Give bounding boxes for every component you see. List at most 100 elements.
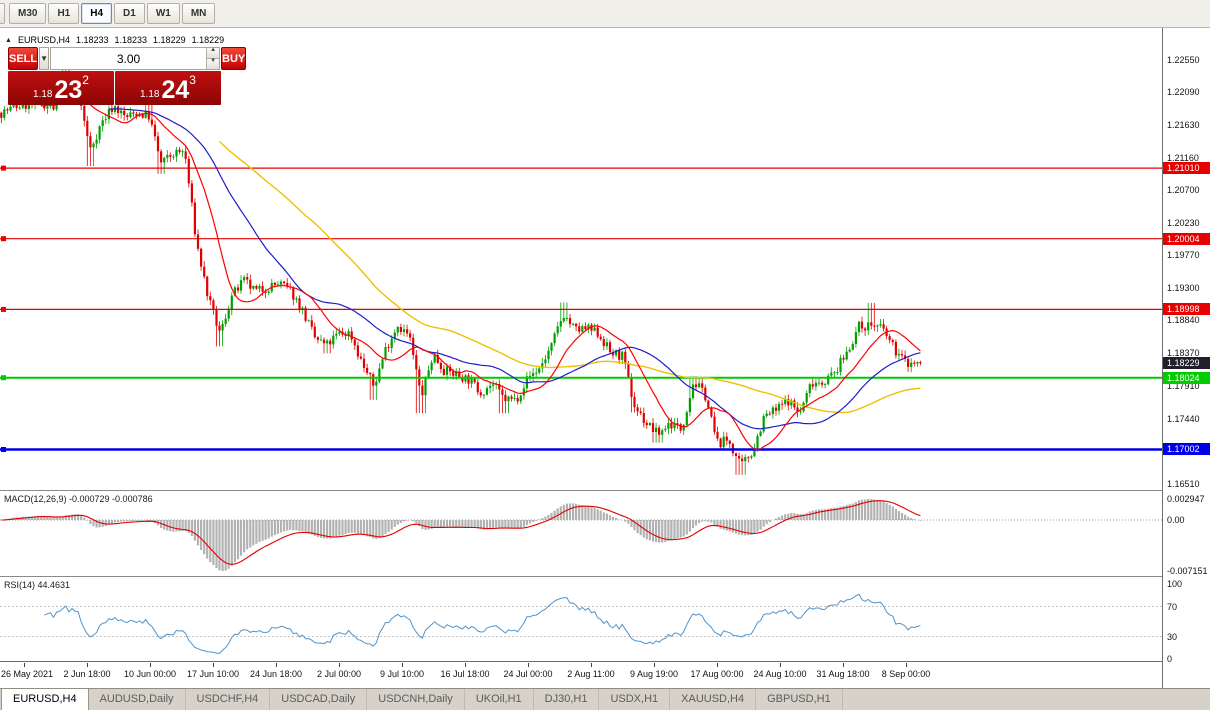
time-axis-tick	[906, 663, 907, 667]
chart-tab-xauusd-h4[interactable]: XAUUSD,H4	[670, 689, 757, 710]
price-axis-label: 1.22550	[1167, 55, 1200, 65]
price-axis[interactable]: 1.22550 1.22090 1.21630 1.21160 1.20700 1.202…	[1162, 28, 1210, 688]
price-axis-label: 1.21630	[1167, 120, 1200, 130]
buy-price-prefix: 1.18	[140, 89, 160, 100]
chart-window: ▲ EURUSD,H4 1.18233 1.18233 1.18229 1.18…	[0, 28, 1210, 688]
time-axis-label: 2 Aug 11:00	[567, 669, 615, 679]
rsi-axis-label: 30	[1167, 632, 1178, 642]
timeframe-button-w1[interactable]: W1	[146, 3, 180, 24]
time-axis-tick	[402, 663, 403, 667]
time-axis[interactable]: 26 May 2021 2 Jun 18:00 10 Jun 00:00 17 Jun…	[0, 663, 1162, 688]
macd-panel[interactable]: MACD(12,26,9) -0.000729 -0.000786	[0, 492, 1162, 577]
candlestick-chart-svg	[0, 60, 1162, 475]
chart-tab-eurusd-h4[interactable]: EURUSD,H4	[1, 689, 89, 710]
chart-tab-gbpusd-h1[interactable]: GBPUSD,H1	[756, 689, 843, 710]
ohlc-low: 1.18229	[153, 35, 186, 45]
price-axis-label: 1.18840	[1167, 315, 1200, 325]
buy-price-button[interactable]: 1.18 24 3	[115, 71, 221, 105]
rsi-chart-svg	[0, 593, 1162, 654]
ohlc-close: 1.18229	[191, 35, 225, 45]
time-axis-tick	[654, 663, 655, 667]
rsi-axis-label: 0	[1167, 654, 1173, 664]
chevron-down-icon: ▼	[40, 53, 49, 63]
time-axis-label: 16 Jul 18:00	[440, 669, 490, 679]
time-axis-label: 24 Jul 00:00	[503, 669, 553, 679]
timeframe-button-h4[interactable]: H4	[81, 3, 113, 24]
time-axis-tick	[339, 663, 340, 667]
time-axis-label: 24 Jun 18:00	[249, 669, 303, 679]
rsi-label: RSI(14) 44.4631	[4, 580, 71, 590]
level-price-badge: 1.18998	[1163, 303, 1210, 315]
time-axis-label: 9 Jul 10:00	[379, 669, 425, 679]
timeframe-button-mn[interactable]: MN	[181, 3, 216, 24]
timeframe-button-m30[interactable]: M30	[9, 3, 47, 24]
lot-stepper: ▲ ▼	[206, 47, 220, 69]
sell-price-button[interactable]: 1.18 23 2	[8, 71, 114, 105]
time-axis-tick	[150, 663, 151, 667]
level-price-badge: 1.20004	[1163, 233, 1210, 245]
macd-axis-label: 0.002947	[1167, 494, 1205, 504]
timeframe-toolbar: M30 H1 H4 D1 W1 MN	[0, 0, 1210, 28]
timeframe-button-d1[interactable]: D1	[114, 3, 145, 24]
trade-panel-price-row: 1.18 23 2 1.18 24 3	[8, 71, 221, 105]
ohlc-high: 1.18233	[114, 35, 148, 45]
sell-button[interactable]: SELL	[8, 47, 39, 70]
chart-tab-bar: EURUSD,H4 AUDUSD,Daily USDCHF,H4 USDCAD,Dai…	[0, 688, 1210, 710]
lot-increase-button[interactable]: ▲	[207, 47, 220, 58]
price-axis-label: 1.18370	[1167, 348, 1200, 358]
price-axis-label: 1.21160	[1167, 153, 1199, 163]
chart-symbol-timeframe: EURUSD,H4	[17, 35, 70, 45]
time-axis-label: 17 Aug 00:00	[690, 669, 744, 679]
time-axis-tick	[87, 663, 88, 667]
buy-price-big-digits: 24	[161, 76, 190, 104]
time-axis-tick	[780, 663, 781, 667]
time-axis-tick	[528, 663, 529, 667]
time-axis-label: 17 Jun 10:00	[186, 669, 240, 679]
timeframe-button-h1[interactable]: H1	[48, 3, 80, 24]
chart-tab-dj30-h1[interactable]: DJ30,H1	[534, 689, 600, 710]
price-axis-label: 1.16510	[1167, 479, 1200, 489]
chart-tab-usdchf-h4[interactable]: USDCHF,H4	[186, 689, 271, 710]
chart-tab-usdx-h1[interactable]: USDX,H1	[599, 689, 671, 710]
timeframe-button-group: M30 H1 H4 D1 W1 MN	[9, 3, 216, 24]
chart-tab-ukoil-h1[interactable]: UKOil,H1	[465, 689, 534, 710]
time-axis-label: 24 Aug 10:00	[753, 669, 807, 679]
level-price-badge: 1.21010	[1163, 162, 1210, 174]
buy-price-pipette: 3	[189, 73, 196, 87]
chart-tab-usdcad-daily[interactable]: USDCAD,Daily	[270, 689, 368, 710]
chart-tab-usdcnh-daily[interactable]: USDCNH,Daily	[367, 689, 465, 710]
price-axis-label: 1.19300	[1167, 283, 1200, 293]
time-axis-tick	[24, 663, 25, 667]
order-type-dropdown[interactable]: ▼	[39, 47, 50, 70]
price-axis-label: 1.17440	[1167, 414, 1200, 424]
chart-tab-audusd-daily[interactable]: AUDUSD,Daily	[89, 689, 186, 710]
chart-ohlc-header: ▲ EURUSD,H4 1.18233 1.18233 1.18229 1.18…	[5, 35, 224, 45]
time-axis-label: 9 Aug 19:00	[629, 669, 679, 679]
time-axis-label: 2 Jun 18:00	[63, 669, 111, 679]
ohlc-open: 1.18233	[75, 35, 109, 45]
one-click-collapse-icon[interactable]: ▲	[5, 36, 12, 44]
macd-chart-svg	[0, 499, 1162, 571]
macd-axis-label: 0.00	[1167, 515, 1185, 525]
price-chart-pane[interactable]: ▲ EURUSD,H4 1.18233 1.18233 1.18229 1.18…	[0, 28, 1162, 491]
clipped-toolbar-button[interactable]	[0, 3, 5, 24]
time-axis-label: 10 Jun 00:00	[123, 669, 177, 679]
lot-size-field: ▲ ▼	[50, 47, 221, 70]
rsi-panel[interactable]: RSI(14) 44.4631	[0, 578, 1162, 662]
buy-button[interactable]: BUY	[221, 47, 247, 70]
macd-axis-label: -0.007151	[1167, 566, 1208, 576]
current-price-badge: 1.18229	[1163, 357, 1210, 369]
rsi-axis-label: 100	[1167, 579, 1183, 589]
time-axis-label: 31 Aug 18:00	[816, 669, 870, 679]
time-axis-tick	[717, 663, 718, 667]
level-price-badge: 1.18024	[1163, 372, 1210, 384]
lot-decrease-button[interactable]: ▼	[207, 58, 220, 69]
sell-price-prefix: 1.18	[33, 89, 53, 100]
rsi-axis-label: 70	[1167, 602, 1178, 612]
macd-label: MACD(12,26,9) -0.000729 -0.000786	[4, 494, 153, 504]
sell-price-pipette: 2	[82, 73, 89, 87]
lot-size-input[interactable]	[51, 48, 207, 69]
time-axis-tick	[276, 663, 277, 667]
price-axis-label: 1.20700	[1167, 185, 1200, 195]
